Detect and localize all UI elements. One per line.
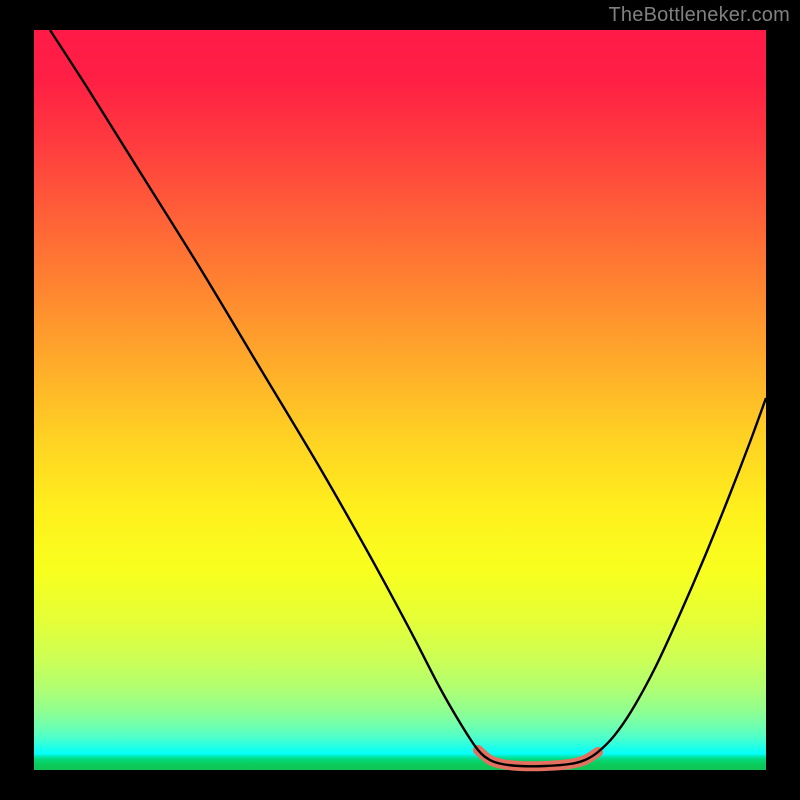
chart-svg [0, 0, 800, 800]
chart-frame: TheBottleneker.com [0, 0, 800, 800]
plot-background [34, 30, 766, 770]
source-label: TheBottleneker.com [609, 4, 790, 27]
